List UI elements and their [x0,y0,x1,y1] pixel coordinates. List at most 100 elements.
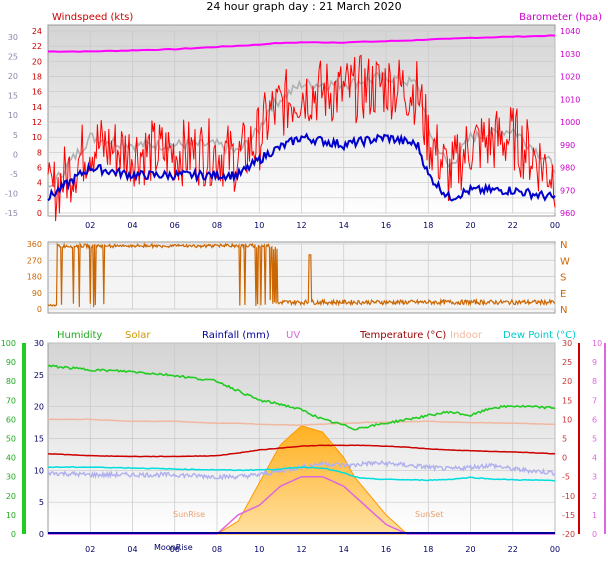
x-tick-2-12: 12 [296,545,306,554]
compass-tick-3: E [560,289,566,300]
grey-tick--15: -15 [5,209,18,218]
uv-tick-4: 4 [592,454,597,463]
wind-tick-6: 6 [37,164,42,173]
uv-tick-6: 6 [592,415,597,424]
legend-uv: UV [286,330,300,341]
x-tick-2-20: 20 [465,545,475,554]
compass-tick-1: W [560,256,570,267]
uv-tick-3: 3 [592,473,597,482]
temp-tick-30: 30 [562,339,572,348]
annotation-moonrise: MoonRise [154,543,193,552]
x-tick-2-16: 16 [381,545,391,554]
legend-rainfall: Rainfall (mm) [202,330,270,341]
hum-tick-70: 70 [6,396,16,405]
hum-tick-60: 60 [6,415,16,424]
x-tick-0-14: 14 [339,221,349,230]
x-tick-0-04: 04 [127,221,137,230]
legend-temperature: Temperature (°C) [359,330,446,341]
temp-tick--10: -10 [562,492,575,501]
grey-tick--10: -10 [5,189,18,198]
uv-tick-7: 7 [592,396,597,405]
x-tick-2-22: 22 [508,545,518,554]
mid-tick-5: 5 [39,498,44,507]
wind-tick-8: 8 [37,148,42,157]
x-tick-0-02: 02 [85,221,95,230]
baro-tick-1040: 1040 [560,27,580,36]
temp-tick-10: 10 [562,415,572,424]
uv-tick-10: 10 [592,339,602,348]
mid-tick-0: 0 [39,530,44,539]
temp-tick--20: -20 [562,530,575,539]
x-tick-2-04: 04 [127,545,137,554]
wind-tick-24: 24 [32,27,42,36]
temp-tick-5: 5 [562,435,567,444]
mid-tick-30: 30 [34,339,44,348]
baro-tick-1000: 1000 [560,118,580,127]
compass-tick-4: N [560,305,567,316]
wind-tick-18: 18 [32,73,42,82]
indoor-temp-line [47,418,556,426]
wind-tick-12: 12 [32,118,42,127]
hum-tick-40: 40 [6,454,16,463]
x-tick-0-18: 18 [423,221,433,230]
uv-tick-0: 0 [592,530,597,539]
baro-tick-1010: 1010 [560,95,580,104]
wind-tick-14: 14 [32,103,42,112]
wind-tick-4: 4 [37,179,42,188]
wind-tick-16: 16 [32,88,42,97]
compass-tick-0: N [560,240,567,251]
windspeed-gust-line [47,54,556,222]
uv-tick-8: 8 [592,377,597,386]
uv-tick-2: 2 [592,492,597,501]
x-tick-0-16: 16 [381,221,391,230]
grid-lines [22,30,606,535]
plot-layer [47,34,556,535]
annotation-sunset: SunSet [415,510,443,519]
temp-tick-20: 20 [562,377,572,386]
grey-tick-0: 0 [13,150,18,159]
wind-tick-2: 2 [37,194,42,203]
grey-tick-5: 5 [13,131,18,140]
baro-tick-980: 980 [560,164,575,173]
wind-tick-22: 22 [32,42,42,51]
legend-humidity: Humidity [57,330,102,341]
hum-tick-30: 30 [6,473,16,482]
lavender-line [47,459,556,481]
grey-tick--5: -5 [10,170,18,179]
solar-area [206,425,418,535]
mid-tick-20: 20 [34,403,44,412]
dir-tick-180: 180 [27,273,42,282]
hum-tick-20: 20 [6,492,16,501]
wind-direction-line [47,241,555,308]
dir-tick-90: 90 [32,289,42,298]
hum-tick-10: 10 [6,511,16,520]
dewpoint-line [47,466,556,482]
grey-tick-10: 10 [8,111,18,120]
hum-tick-80: 80 [6,377,16,386]
legend-solar: Solar [125,330,151,341]
uv-tick-9: 9 [592,358,597,367]
uv-axis-bar [604,343,606,534]
mid-tick-25: 25 [34,371,44,380]
temp-tick-15: 15 [562,396,572,405]
x-tick-0-22: 22 [508,221,518,230]
temp-axis-bar [578,343,580,534]
mid-tick-10: 10 [34,466,44,475]
x-tick-2-06: 06 [170,545,180,554]
uv-tick-5: 5 [592,435,597,444]
x-tick-0-00: 00 [550,221,560,230]
wind-tick-0: 0 [37,209,42,218]
mid-tick-15: 15 [34,435,44,444]
x-tick-0-10: 10 [254,221,264,230]
baro-tick-990: 990 [560,141,575,150]
hum-tick-0: 0 [11,530,16,539]
compass-tick-2: S [560,273,566,284]
dir-tick-0: 0 [37,305,42,314]
baro-tick-1030: 1030 [560,50,580,59]
page-title: 24 hour graph day : 21 March 2020 [206,0,401,13]
x-tick-2-08: 08 [212,545,222,554]
x-tick-2-00: 00 [550,545,560,554]
